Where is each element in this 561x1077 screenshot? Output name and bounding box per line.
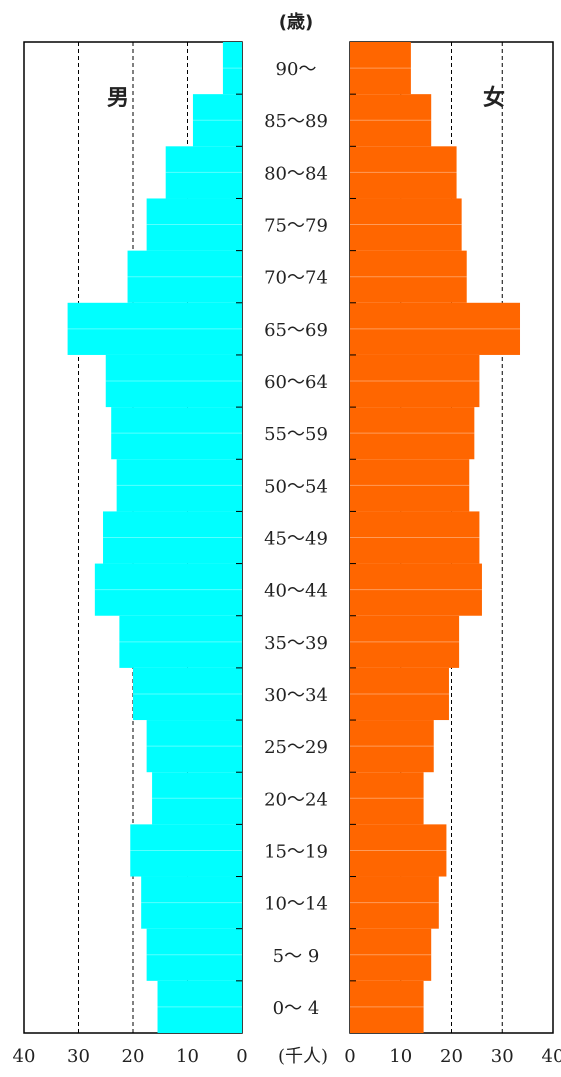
male-bar (146, 720, 242, 773)
female-x-tick-label: 10 (389, 1046, 412, 1067)
female-bar (350, 250, 467, 303)
male-bar (141, 876, 242, 929)
age-group-label: 40～44 (264, 581, 328, 602)
male-bar (130, 824, 242, 877)
male-x-tick-label: 40 (13, 1046, 36, 1067)
male-bar (165, 146, 242, 199)
age-labels: 0～ 4 5～ 9 10～14 15～19 20～24 25～29 30～34 35～39 40… (264, 59, 328, 1019)
age-group-label: 25～29 (264, 737, 328, 758)
female-bar (350, 354, 480, 408)
age-group-label: 0～ 4 (273, 998, 320, 1019)
age-group-label: 5～ 9 (273, 946, 320, 967)
male-legend-label: 男 (107, 86, 129, 111)
male-bar (116, 459, 242, 512)
female-bar (350, 42, 411, 95)
female-bar (350, 928, 432, 981)
female-bar (350, 302, 521, 355)
female-bar (350, 407, 475, 460)
male-panel (23, 41, 243, 1034)
female-x-tick-label: 0 (344, 1046, 355, 1067)
age-axis-title: (歳) (279, 12, 313, 33)
age-group-label: 45～49 (264, 529, 328, 550)
age-group-label: 90～ (276, 59, 317, 80)
age-group-label: 30～34 (264, 685, 328, 706)
female-x-tick-label: 30 (491, 1046, 514, 1067)
male-bar (94, 563, 242, 616)
x-tick-labels: 40 30 20 10 0 0 10 20 30 40 (13, 1046, 561, 1067)
male-bar (146, 198, 242, 251)
age-group-label: 10～14 (264, 894, 328, 915)
age-group-label: 50～54 (264, 476, 328, 497)
age-group-label: 15～19 (264, 841, 328, 862)
male-bar (146, 928, 242, 981)
female-bar (350, 563, 482, 616)
age-group-label: 75～79 (264, 216, 328, 237)
female-bar (350, 459, 470, 512)
male-bar (105, 354, 242, 408)
female-bar (350, 772, 424, 825)
male-bar (103, 511, 243, 564)
male-x-tick-label: 20 (122, 1046, 145, 1067)
age-group-label: 80～84 (264, 163, 328, 184)
age-group-label: 20～24 (264, 789, 328, 810)
age-group-label: 55～59 (264, 424, 328, 445)
male-bar (67, 302, 242, 355)
x-unit-label: (千人) (278, 1046, 328, 1067)
male-bar (152, 772, 242, 825)
male-bar (157, 980, 242, 1033)
female-bar (350, 94, 432, 147)
female-bar (350, 615, 460, 668)
female-legend-label: 女 (483, 85, 505, 111)
male-x-tick-label: 30 (67, 1046, 90, 1067)
male-bar (119, 615, 242, 668)
female-bar (350, 720, 434, 773)
female-bar (350, 667, 449, 721)
male-bar (133, 667, 242, 721)
female-bar (350, 824, 447, 877)
male-bar (192, 94, 242, 147)
male-x-tick-label: 0 (236, 1046, 247, 1067)
female-bar (350, 980, 424, 1033)
age-group-label: 60～64 (264, 372, 328, 393)
female-bar (350, 198, 462, 251)
female-bar (350, 876, 439, 929)
female-x-tick-label: 20 (440, 1046, 463, 1067)
female-bar (350, 511, 480, 564)
age-group-label: 65～69 (264, 320, 328, 341)
male-bar (127, 250, 242, 303)
female-x-tick-label: 40 (542, 1046, 561, 1067)
age-group-label: 85～89 (264, 111, 328, 132)
female-bar (350, 146, 457, 199)
male-x-tick-label: 10 (176, 1046, 199, 1067)
age-group-label: 35～39 (264, 633, 328, 654)
male-bar (222, 42, 242, 95)
age-group-label: 70～74 (264, 268, 328, 289)
female-panel (349, 41, 554, 1034)
male-bar (111, 407, 242, 460)
